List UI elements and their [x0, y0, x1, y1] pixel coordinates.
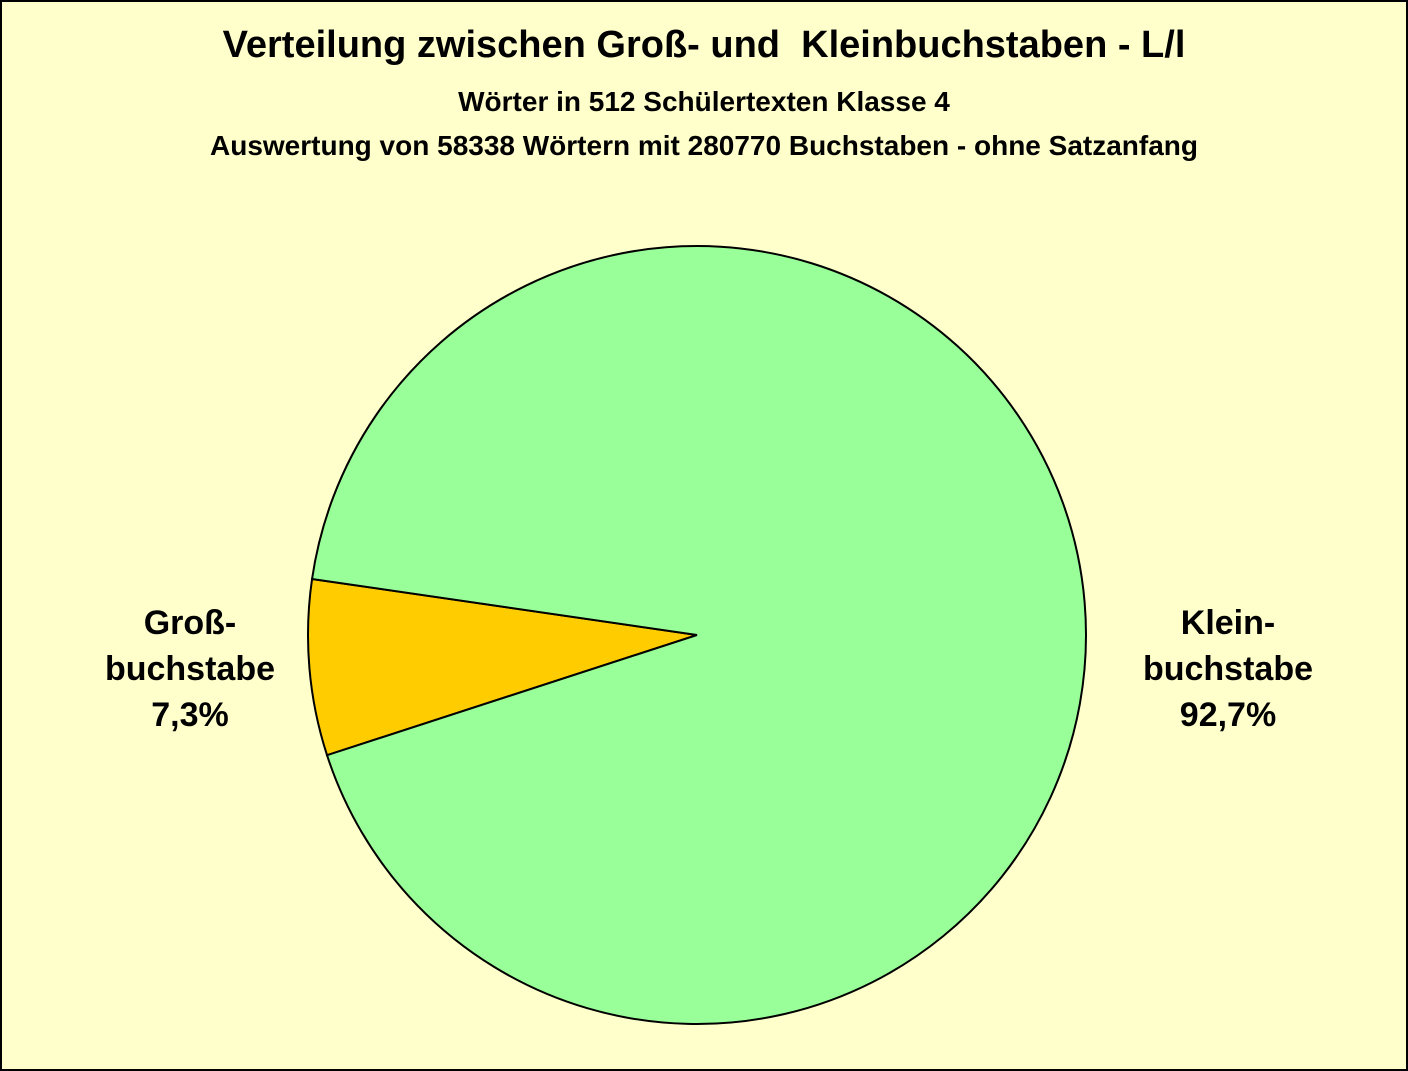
slice-label: Klein- buchstabe — [1142, 604, 1314, 688]
chart-subtitle: Auswertung von 58338 Wörtern mit 280770 … — [210, 130, 1198, 161]
slice-label: Groß- buchstabe — [104, 604, 276, 688]
chart-subtitle: Wörter in 512 Schülertexten Klasse 4 — [458, 86, 950, 117]
value-label: 7,3% — [151, 696, 229, 734]
pie-slice — [310, 245, 1087, 1025]
value-label: 92,7% — [1179, 696, 1277, 734]
pie-slice — [307, 577, 698, 757]
chart-title: Verteilung zwischen Groß- und Kleinbuchs… — [222, 24, 1186, 66]
